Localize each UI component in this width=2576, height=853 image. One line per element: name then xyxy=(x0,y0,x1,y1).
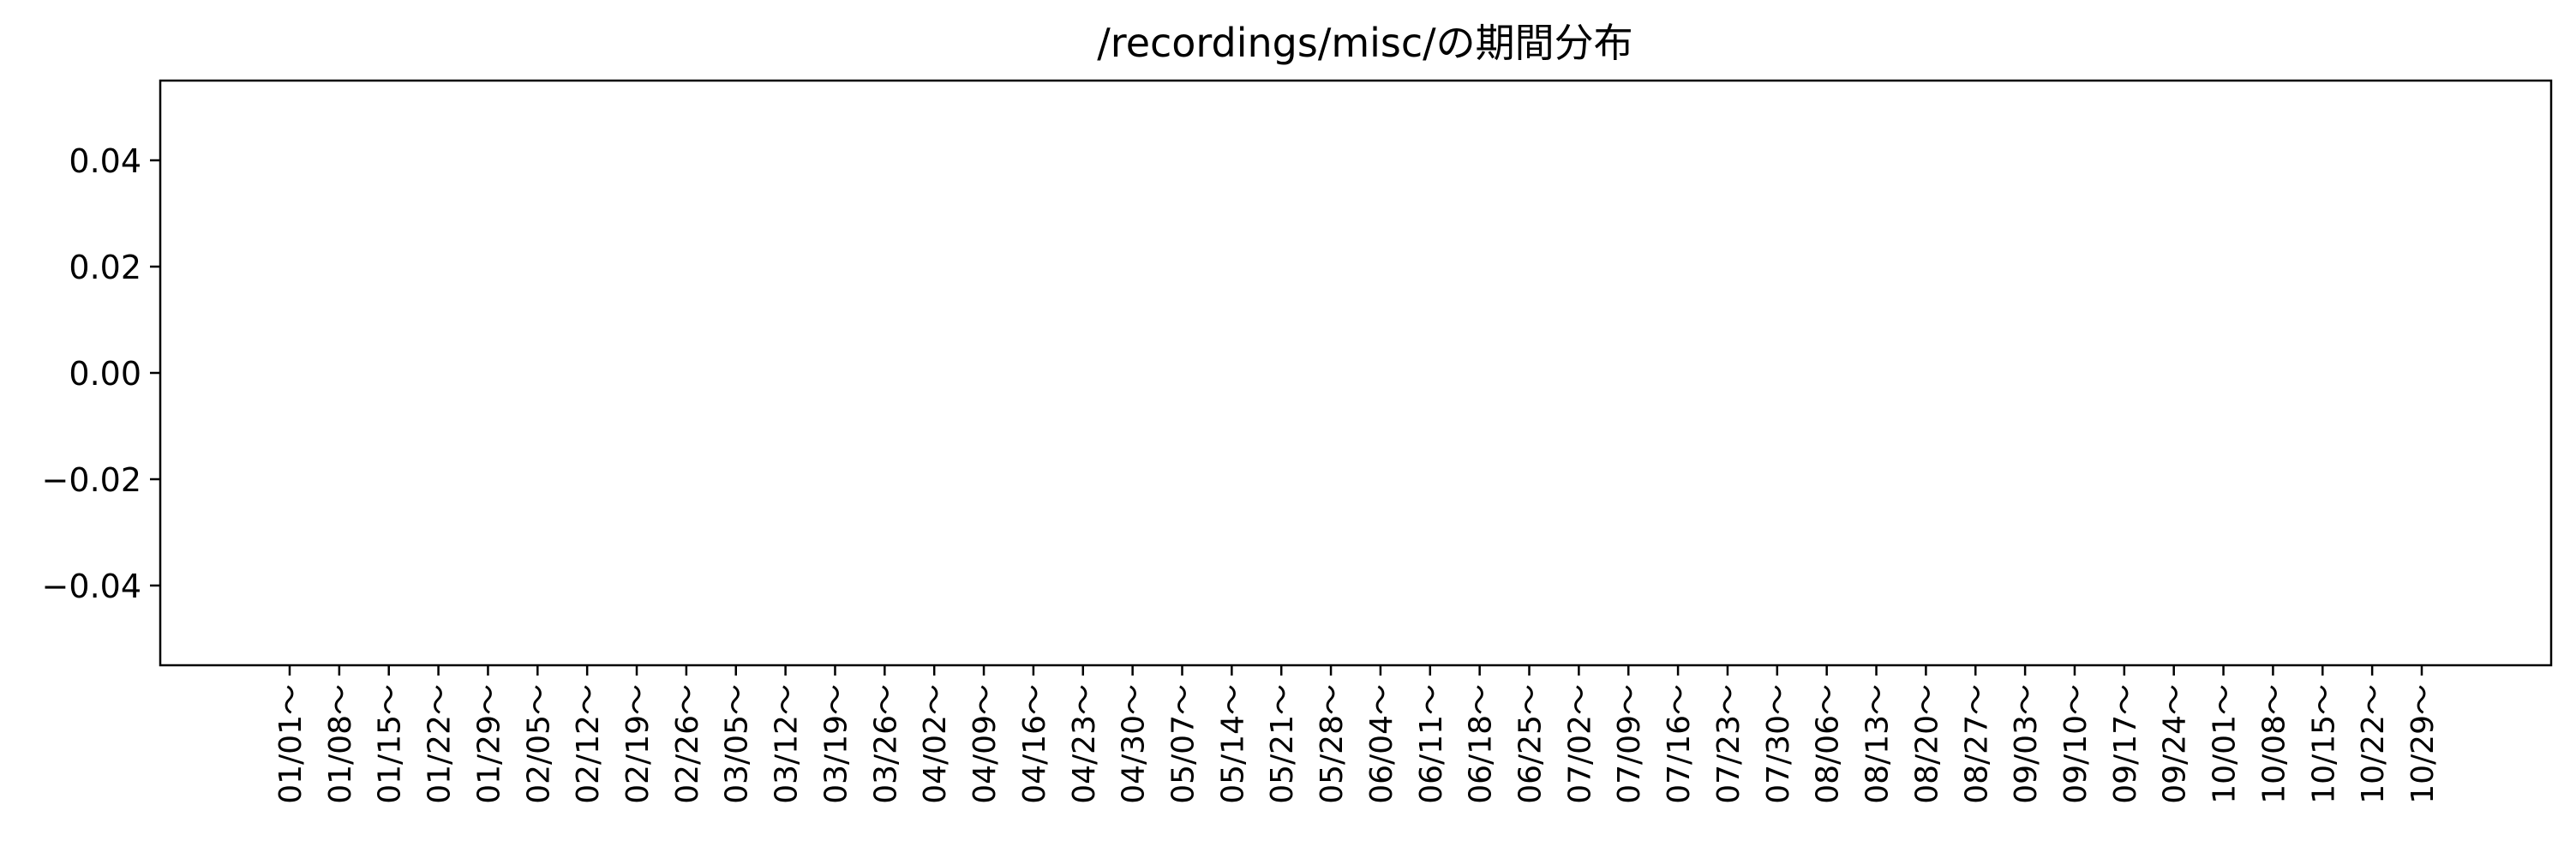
x-axis: 01/01～ 01/08～ 01/15～ 01/22～ 01/29～ 02/05～ 02/1… xyxy=(273,665,2441,804)
x-tick-label: 05/28～ xyxy=(1315,684,1350,804)
y-tick-label: −0.02 xyxy=(42,461,141,499)
x-tick-label: 04/02～ xyxy=(918,684,953,804)
x-tick-label: 02/26～ xyxy=(670,684,705,804)
chart-title: /recordings/misc/の期間分布 xyxy=(1097,20,1632,66)
x-tick-label: 04/09～ xyxy=(967,684,1003,804)
x-tick-label: 04/16～ xyxy=(1017,684,1052,804)
x-tick-label: 08/06～ xyxy=(1811,684,1846,804)
x-tick-label: 03/12～ xyxy=(770,684,805,804)
x-tick-label: 01/22～ xyxy=(422,684,458,804)
x-tick-label: 09/24～ xyxy=(2158,684,2193,804)
x-tick-label: 10/01～ xyxy=(2208,684,2243,804)
x-tick-label: 04/23～ xyxy=(1067,684,1102,804)
x-tick-label: 08/27～ xyxy=(1959,684,1994,804)
x-tick-label: 02/05～ xyxy=(521,684,556,804)
x-tick-label: 06/18～ xyxy=(1464,684,1499,804)
x-tick-label: 05/07～ xyxy=(1165,684,1201,804)
x-tick-label: 06/25～ xyxy=(1513,684,1549,804)
x-tick-label: 09/10～ xyxy=(2058,684,2094,804)
x-tick-label: 07/23～ xyxy=(1711,684,1746,804)
x-tick-label: 07/02～ xyxy=(1562,684,1597,804)
y-tick-label: −0.04 xyxy=(42,568,141,605)
x-tick-label: 09/03～ xyxy=(2009,684,2044,804)
y-axis: 0.04 0.02 0.00 −0.02 −0.04 xyxy=(42,142,160,605)
x-tick-label: 06/04～ xyxy=(1364,684,1399,804)
x-tick-label: 08/20～ xyxy=(1909,684,1944,804)
x-tick-label: 01/08～ xyxy=(323,684,358,804)
y-tick-label: 0.00 xyxy=(69,355,141,393)
x-tick-label: 02/12～ xyxy=(571,684,606,804)
x-tick-label: 01/15～ xyxy=(373,684,408,804)
x-tick-label: 03/26～ xyxy=(868,684,903,804)
x-tick-label: 10/08～ xyxy=(2256,684,2291,804)
x-tick-label: 05/21～ xyxy=(1265,684,1300,804)
y-tick-label: 0.02 xyxy=(69,249,141,286)
x-tick-label: 05/14～ xyxy=(1215,684,1250,804)
x-tick-label: 07/09～ xyxy=(1612,684,1647,804)
plot-area-frame xyxy=(159,79,2553,667)
x-tick-label: 07/30～ xyxy=(1761,684,1796,804)
y-tick-label: 0.04 xyxy=(69,142,141,180)
x-tick-label: 10/22～ xyxy=(2356,684,2391,804)
x-tick-label: 02/19～ xyxy=(620,684,656,804)
x-tick-label: 10/29～ xyxy=(2405,684,2441,804)
x-tick-label: 09/17～ xyxy=(2108,684,2143,804)
x-tick-label: 03/19～ xyxy=(818,684,854,804)
x-tick-label: 01/29～ xyxy=(471,684,506,804)
x-tick-label: 06/11～ xyxy=(1414,684,1449,804)
x-tick-label: 07/16～ xyxy=(1662,684,1697,804)
x-tick-label: 10/15～ xyxy=(2306,684,2341,804)
x-tick-label: 08/13～ xyxy=(1860,684,1896,804)
x-tick-label: 04/30～ xyxy=(1117,684,1152,804)
x-tick-label: 03/05～ xyxy=(720,684,755,804)
x-tick-label: 01/01～ xyxy=(273,684,309,804)
